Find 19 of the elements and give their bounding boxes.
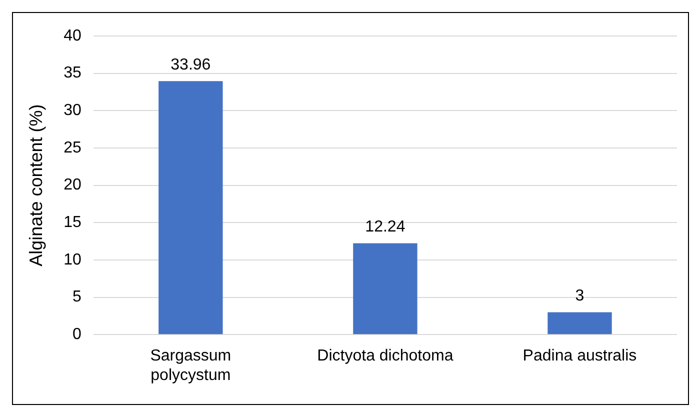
x-tick-label: Dictyota dichotoma — [317, 348, 454, 365]
data-label: 33.96 — [170, 56, 211, 74]
y-tick-label: 15 — [64, 214, 82, 232]
y-tick-label: 10 — [64, 251, 82, 268]
y-tick-label: 25 — [64, 139, 82, 156]
y-tick-label: 40 — [64, 27, 82, 44]
bar — [548, 312, 612, 334]
y-tick-label: 20 — [64, 176, 82, 194]
y-tick-label: 35 — [64, 64, 82, 82]
y-tick-label: 0 — [72, 326, 82, 344]
y-axis-title: Alginate content (%) — [26, 104, 46, 266]
y-tick-label: 30 — [64, 102, 82, 120]
data-label: 12.24 — [365, 218, 406, 236]
y-tick-label: 5 — [72, 288, 82, 306]
bar — [353, 243, 418, 334]
x-tick-label: Padina australis — [522, 348, 637, 365]
bar — [158, 81, 223, 334]
x-tick-label: Sargassum polycystum — [150, 348, 232, 384]
data-label: 3 — [575, 288, 584, 305]
